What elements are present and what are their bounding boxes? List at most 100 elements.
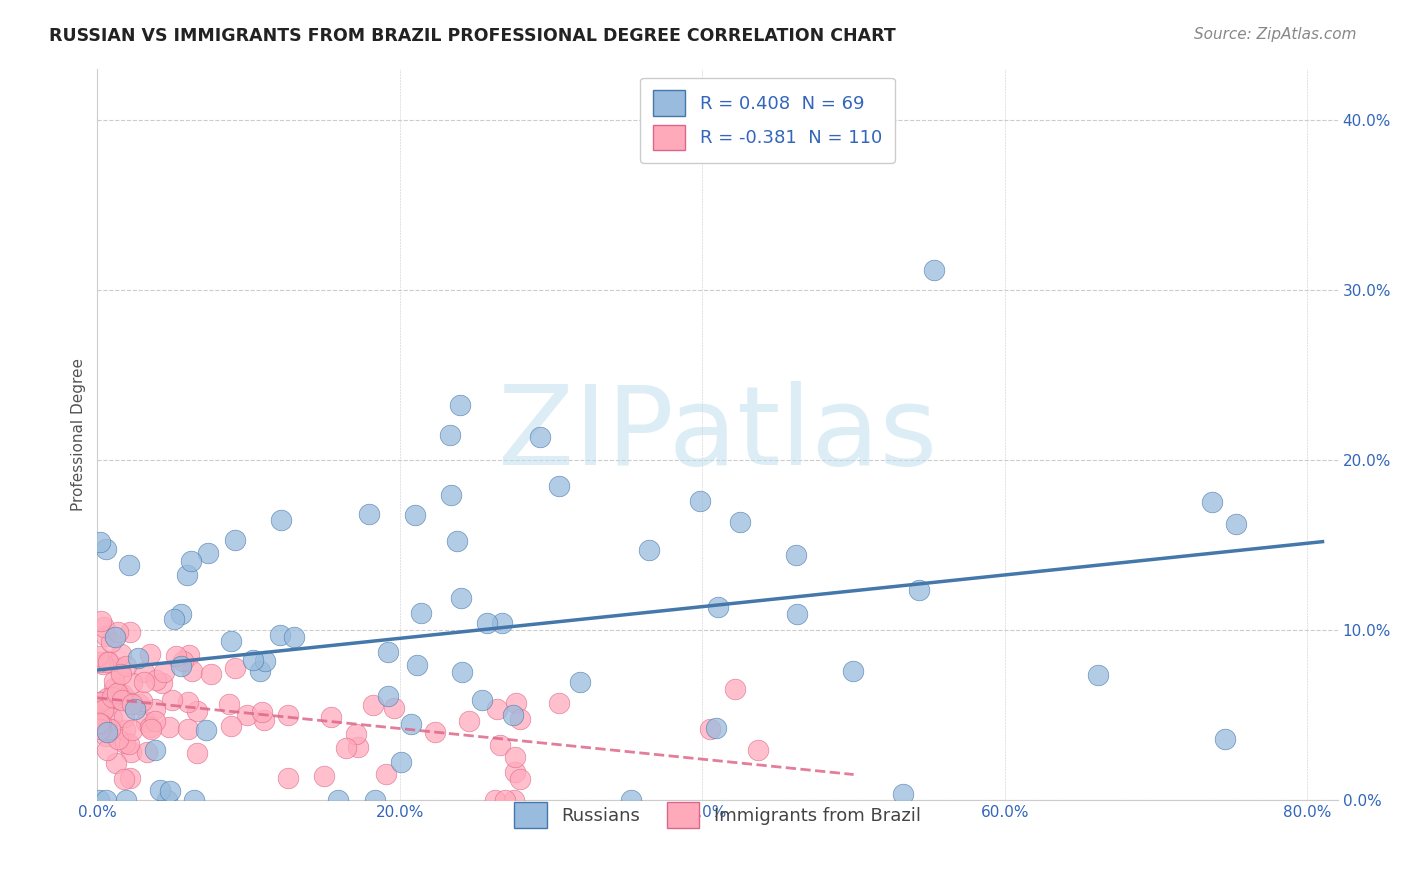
Point	[785, 548, 807, 562]
Point	[219, 634, 242, 648]
Text: RUSSIAN VS IMMIGRANTS FROM BRAZIL PROFESSIONAL DEGREE CORRELATION CHART: RUSSIAN VS IMMIGRANTS FROM BRAZIL PROFES…	[49, 27, 896, 45]
Point	[484, 793, 506, 807]
Point	[509, 772, 531, 786]
Point	[114, 692, 136, 706]
Point	[569, 674, 592, 689]
Point	[100, 711, 122, 725]
Point	[91, 716, 114, 731]
Point	[91, 657, 114, 672]
Point	[375, 766, 398, 780]
Point	[254, 654, 277, 668]
Point	[389, 755, 412, 769]
Point	[177, 695, 200, 709]
Legend: Russians, Immigrants from Brazil: Russians, Immigrants from Brazil	[506, 795, 928, 835]
Point	[103, 673, 125, 688]
Point	[153, 665, 176, 679]
Point	[1087, 667, 1109, 681]
Point	[249, 664, 271, 678]
Point	[548, 696, 571, 710]
Point	[503, 765, 526, 780]
Point	[224, 661, 246, 675]
Point	[107, 624, 129, 639]
Point	[143, 702, 166, 716]
Point	[97, 655, 120, 669]
Point	[114, 723, 136, 737]
Point	[699, 722, 721, 736]
Point	[242, 653, 264, 667]
Point	[97, 654, 120, 668]
Point	[401, 716, 423, 731]
Point	[405, 658, 427, 673]
Point	[115, 793, 138, 807]
Point	[411, 606, 433, 620]
Point	[509, 712, 531, 726]
Point	[922, 262, 945, 277]
Point	[548, 478, 571, 492]
Point	[277, 771, 299, 785]
Point	[177, 648, 200, 663]
Point	[131, 694, 153, 708]
Point	[283, 631, 305, 645]
Point	[104, 756, 127, 771]
Point	[128, 697, 150, 711]
Point	[450, 591, 472, 605]
Point	[747, 743, 769, 757]
Point	[120, 745, 142, 759]
Point	[638, 542, 661, 557]
Point	[108, 693, 131, 707]
Point	[103, 681, 125, 695]
Point	[218, 697, 240, 711]
Point	[87, 712, 110, 726]
Point	[197, 545, 219, 559]
Point	[96, 743, 118, 757]
Point	[253, 713, 276, 727]
Point	[170, 658, 193, 673]
Point	[145, 743, 167, 757]
Point	[183, 793, 205, 807]
Point	[104, 630, 127, 644]
Point	[1213, 732, 1236, 747]
Point	[143, 714, 166, 728]
Point	[529, 430, 551, 444]
Point	[505, 696, 527, 710]
Text: Source: ZipAtlas.com: Source: ZipAtlas.com	[1194, 27, 1357, 42]
Point	[186, 746, 208, 760]
Point	[96, 730, 118, 744]
Point	[132, 665, 155, 680]
Point	[110, 648, 132, 662]
Point	[730, 516, 752, 530]
Point	[87, 648, 110, 663]
Point	[89, 655, 111, 669]
Point	[127, 650, 149, 665]
Point	[96, 690, 118, 705]
Point	[458, 714, 481, 728]
Point	[842, 664, 865, 678]
Point	[321, 710, 343, 724]
Point	[704, 722, 727, 736]
Point	[176, 568, 198, 582]
Point	[159, 783, 181, 797]
Point	[344, 727, 367, 741]
Point	[312, 768, 335, 782]
Point	[907, 582, 929, 597]
Point	[170, 607, 193, 621]
Point	[89, 703, 111, 717]
Point	[491, 615, 513, 630]
Point	[87, 695, 110, 709]
Point	[723, 682, 745, 697]
Point	[110, 667, 132, 681]
Point	[93, 703, 115, 717]
Point	[94, 542, 117, 557]
Point	[96, 725, 118, 739]
Point	[136, 745, 159, 759]
Point	[141, 722, 163, 736]
Point	[494, 793, 516, 807]
Point	[100, 635, 122, 649]
Point	[121, 676, 143, 690]
Point	[163, 612, 186, 626]
Point	[111, 687, 134, 701]
Point	[502, 793, 524, 807]
Point	[105, 686, 128, 700]
Point	[489, 738, 512, 752]
Point	[90, 717, 112, 731]
